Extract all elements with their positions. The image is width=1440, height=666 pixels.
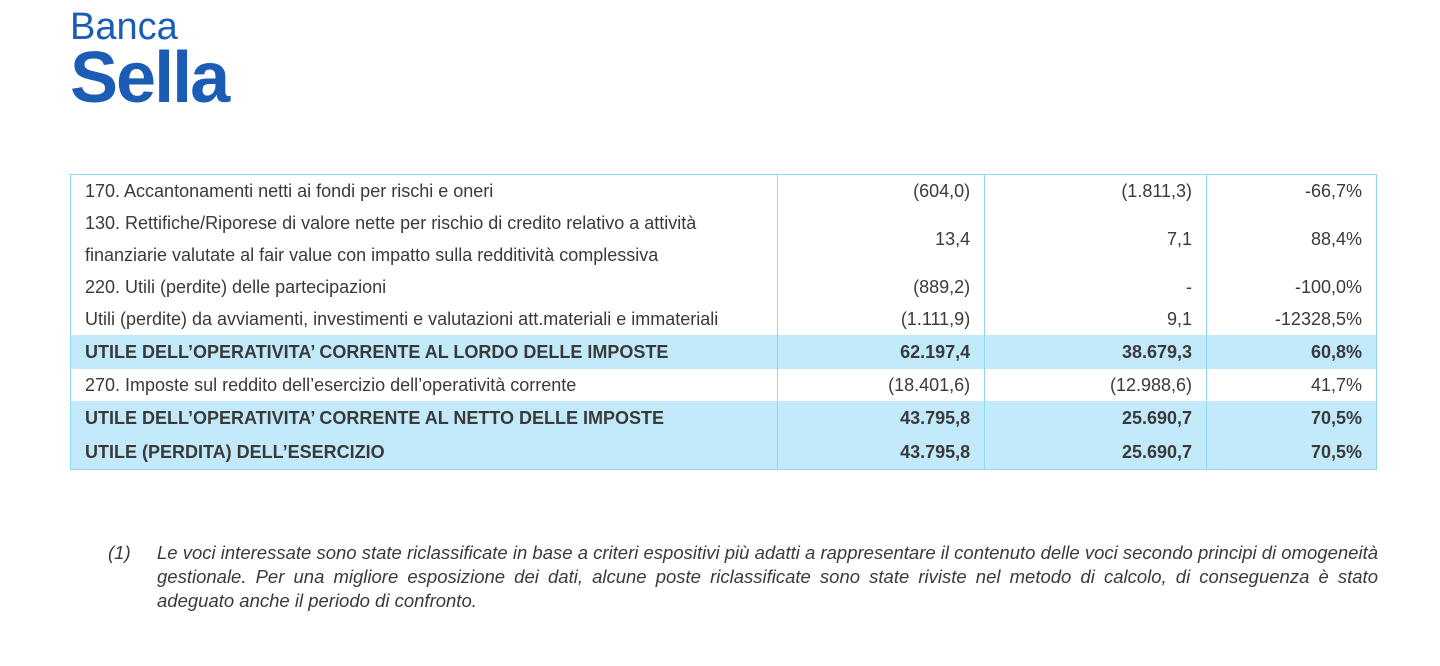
row-label: UTILE DELL’OPERATIVITA’ CORRENTE AL LORD…: [69, 335, 779, 369]
row-value-3: 70,5%: [1206, 401, 1377, 435]
row-label: 170. Accantonamenti netti ai fondi per r…: [69, 174, 779, 207]
row-label: UTILE (PERDITA) DELL’ESERCIZIO: [69, 435, 779, 470]
row-value-1: (1.111,9): [777, 303, 986, 335]
income-statement-table: 170. Accantonamenti netti ai fondi per r…: [69, 174, 1377, 470]
row-value-2: 25.690,7: [984, 435, 1208, 470]
table-row: 220. Utili (perdite) delle partecipazion…: [69, 271, 1377, 303]
row-value-3: 88,4%: [1206, 207, 1377, 271]
table-row: 170. Accantonamenti netti ai fondi per r…: [69, 174, 1377, 207]
row-value-1: (889,2): [777, 271, 986, 303]
row-label: 270. Imposte sul reddito dell’esercizio …: [69, 369, 779, 401]
row-value-3: 70,5%: [1206, 435, 1377, 470]
row-value-3: 60,8%: [1206, 335, 1377, 369]
row-label: 220. Utili (perdite) delle partecipazion…: [69, 271, 779, 303]
table-row: 130. Rettifiche/Riporese di valore nette…: [69, 207, 1377, 271]
row-value-2: (1.811,3): [984, 174, 1208, 207]
banca-sella-logo: Banca Sella: [70, 6, 230, 118]
row-value-1: 13,4: [777, 207, 986, 271]
row-value-1: 43.795,8: [777, 401, 986, 435]
footnote: (1) Le voci interessate sono state ricla…: [108, 541, 1378, 613]
row-label: UTILE DELL’OPERATIVITA’ CORRENTE AL NETT…: [69, 401, 779, 435]
row-value-3: 41,7%: [1206, 369, 1377, 401]
footnote-marker: (1): [108, 542, 131, 563]
row-value-2: 7,1: [984, 207, 1208, 271]
table-row: 270. Imposte sul reddito dell’esercizio …: [69, 369, 1377, 401]
row-value-2: (12.988,6): [984, 369, 1208, 401]
table-row-total: UTILE DELL’OPERATIVITA’ CORRENTE AL LORD…: [69, 335, 1377, 369]
row-value-1: (18.401,6): [777, 369, 986, 401]
row-value-2: 38.679,3: [984, 335, 1208, 369]
footnote-text: Le voci interessate sono state riclassif…: [157, 542, 1378, 611]
row-value-2: 9,1: [984, 303, 1208, 335]
row-value-1: (604,0): [777, 174, 986, 207]
row-value-2: 25.690,7: [984, 401, 1208, 435]
logo-line-sella: Sella: [70, 38, 230, 118]
table-row-total: UTILE (PERDITA) DELL’ESERCIZIO 43.795,8 25…: [69, 435, 1377, 470]
logo-line-banca: Banca: [70, 6, 178, 48]
row-label: 130. Rettifiche/Riporese di valore nette…: [69, 207, 779, 271]
table-row-total: UTILE DELL’OPERATIVITA’ CORRENTE AL NETT…: [69, 401, 1377, 435]
row-value-3: -12328,5%: [1206, 303, 1377, 335]
row-value-1: 62.197,4: [777, 335, 986, 369]
table-row: Utili (perdite) da avviamenti, investime…: [69, 303, 1377, 335]
row-value-1: 43.795,8: [777, 435, 986, 470]
row-value-2: -: [984, 271, 1208, 303]
row-value-3: -66,7%: [1206, 174, 1377, 207]
row-label: Utili (perdite) da avviamenti, investime…: [69, 303, 779, 335]
row-value-3: -100,0%: [1206, 271, 1377, 303]
